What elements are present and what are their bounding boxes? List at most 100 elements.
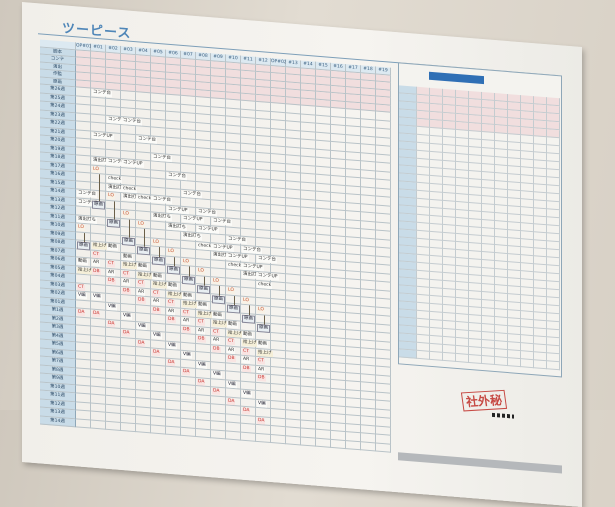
schedule-tag: DB <box>212 345 221 353</box>
schedule-tag: 拾上げ <box>242 339 258 348</box>
schedule-tag: 原画 <box>242 314 255 324</box>
progress-line <box>203 276 205 286</box>
schedule-tag: 拾上げ <box>152 281 168 289</box>
schedule-tag: AR <box>107 269 116 277</box>
progress-line <box>233 295 235 306</box>
schedule-tag: DB <box>92 268 101 276</box>
schedule-tag: 動画 <box>242 331 253 339</box>
schedule-tag: 動画 <box>137 263 148 271</box>
schedule-tag: CT <box>257 358 265 365</box>
progress-line <box>98 174 100 201</box>
right-panel-row-label <box>399 349 417 359</box>
schedule-tag: V編 <box>182 352 192 359</box>
schedule-tag: V編 <box>92 293 102 301</box>
schedule-tag: 動画 <box>182 292 193 300</box>
schedule-tag: 原画 <box>257 324 270 334</box>
grid-cell <box>316 438 331 448</box>
schedule-tag: LO <box>227 287 235 295</box>
schedule-tag: 動画 <box>257 341 268 348</box>
schedule-tag: V編 <box>77 292 87 300</box>
schedule-tag: check <box>197 242 213 250</box>
schedule-tag: 拾上げ <box>212 320 228 328</box>
schedule-tag: 原画 <box>212 294 225 305</box>
grid-cell <box>331 439 346 450</box>
schedule-tag: DA <box>182 369 191 376</box>
schedule-tag: DA <box>242 407 251 415</box>
right-panel-cell <box>482 356 495 366</box>
schedule-tag: AR <box>242 356 251 364</box>
schedule-tag: LO <box>77 224 85 232</box>
progress-line <box>158 246 160 257</box>
schedule-tag: 原画 <box>152 256 165 266</box>
grid-cell <box>121 422 136 433</box>
schedule-tag: 原画 <box>77 241 90 251</box>
schedule-tag: DA <box>107 320 116 328</box>
schedule-tag: DB <box>182 326 191 334</box>
schedule-tag: LO <box>167 248 175 256</box>
schedule-tag: DA <box>77 309 86 317</box>
schedule-tag: check <box>122 185 138 193</box>
schedule-tag: CT <box>227 338 235 346</box>
schedule-tag: V編 <box>212 371 222 379</box>
grid-cell <box>301 436 316 447</box>
grid-cell <box>361 441 376 452</box>
schedule-tag: DA <box>167 359 176 367</box>
schedule-tag: DA <box>122 330 131 337</box>
schedule-tag: CT <box>152 290 160 297</box>
grid-cell <box>346 440 361 451</box>
schedule-tag: V編 <box>227 381 237 388</box>
schedule-tag: 原画 <box>107 218 120 228</box>
schedule-tag: 拾上げ <box>197 310 213 319</box>
grid-cell <box>151 424 166 435</box>
schedule-tag: AR <box>137 288 146 296</box>
board-frame-bottom <box>398 452 562 474</box>
schedule-tag: AR <box>227 347 236 354</box>
schedule-tag: 原画 <box>197 285 210 295</box>
schedule-tag: CT <box>242 348 250 356</box>
schedule-tag: DA <box>152 349 161 357</box>
schedule-tag: 拾上げ <box>122 262 138 270</box>
right-panel-cell <box>547 361 560 371</box>
schedule-tag: 原画 <box>182 275 195 285</box>
schedule-tag: 拾上げ <box>92 242 108 251</box>
grid-cell <box>211 429 226 440</box>
schedule-tag: 原画 <box>122 236 135 246</box>
schedule-tag: AR <box>182 318 191 325</box>
schedule-tag: LO <box>242 297 250 305</box>
schedule-tag: CT <box>182 309 190 317</box>
progress-line <box>128 219 130 238</box>
progress-line <box>113 200 115 219</box>
schedule-tag: V編 <box>257 400 267 408</box>
schedule-tag: LO <box>212 277 220 285</box>
right-panel-cell <box>469 354 482 365</box>
progress-line <box>218 285 220 296</box>
schedule-tag: 拾上げ <box>227 330 243 338</box>
right-panel-cell <box>430 351 443 361</box>
schedule-tag: 原画 <box>137 246 150 256</box>
progress-line <box>83 232 85 243</box>
schedule-tag: DA <box>137 339 146 347</box>
schedule-tag: V編 <box>167 342 177 350</box>
schedule-tag: 原画 <box>227 304 240 314</box>
schedule-board: ツーピース OP#01 #01 #02 #03 #04 #05 #06 #07 #08 #09 #1… <box>22 2 582 507</box>
schedule-tag: DA <box>227 398 236 405</box>
schedule-tag: CT <box>122 270 130 278</box>
schedule-tag: 動画 <box>77 258 88 266</box>
schedule-tag: AR <box>152 298 161 306</box>
schedule-tag: CT <box>167 299 175 307</box>
schedule-tag: CT <box>77 284 85 291</box>
schedule-tag: 動画 <box>197 302 208 310</box>
grid-cell <box>106 421 121 431</box>
right-panel-cell <box>456 353 469 363</box>
schedule-tag: 動画 <box>212 311 223 319</box>
schedule-tag: check <box>137 195 153 203</box>
grid-cell <box>181 427 196 437</box>
schedule-tag: DA <box>212 388 221 396</box>
schedule-tag: LO <box>257 307 265 314</box>
schedule-tag: LO <box>182 258 190 266</box>
schedule-tag: 拾上げ <box>137 271 153 280</box>
schedule-tag: AR <box>257 366 266 374</box>
progress-line <box>143 228 145 247</box>
right-panel-title-bar <box>429 71 484 85</box>
schedule-tag: LO <box>197 268 205 275</box>
